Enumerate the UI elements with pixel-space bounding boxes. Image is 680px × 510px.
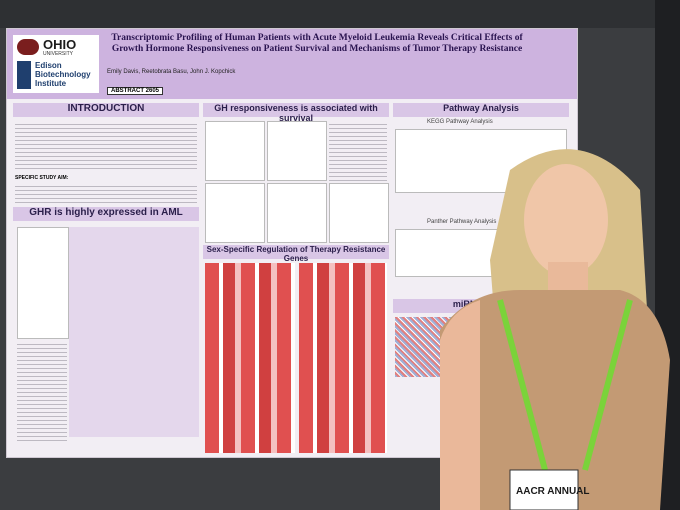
logo-name: OHIO (43, 37, 77, 52)
authors: Emily Davis, Reetobrata Basu, John J. Ko… (107, 69, 236, 75)
aim-label: SPECIFIC STUDY AIM: (15, 175, 69, 181)
heatmap-table (205, 263, 295, 453)
logo-seal (17, 39, 39, 55)
section-header: Sex-Specific Regulation of Therapy Resis… (203, 245, 389, 263)
logo-sub: UNIVERSITY (43, 51, 74, 57)
section-header: GHR is highly expressed in AML (13, 207, 199, 221)
abstract-number: ABSTRACT 2605 (107, 87, 164, 95)
figure (205, 121, 265, 181)
wall (0, 0, 680, 28)
section-header: GH responsiveness is associated with sur… (203, 103, 389, 123)
arm (440, 300, 480, 510)
figure (205, 183, 265, 243)
logo-mark (17, 61, 31, 89)
figure (267, 183, 327, 243)
badge-text: AACR ANNUAL (516, 486, 590, 497)
poster: OHIO UNIVERSITY Edison Biotechnology Ins… (6, 28, 578, 458)
logo-institute: Edison Biotechnology Institute (35, 61, 91, 88)
subheader: Panther Pathway Analysis (427, 219, 497, 225)
top (440, 290, 670, 510)
figure-caption (17, 341, 67, 441)
intro-text (15, 121, 197, 171)
figure (267, 121, 327, 181)
lanyard (497, 299, 633, 471)
section-header: Pathway Analysis (393, 103, 569, 117)
logo-box: OHIO UNIVERSITY Edison Biotechnology Ins… (13, 35, 99, 93)
figure (17, 227, 69, 339)
subheader: KEGG Pathway Analysis (427, 119, 493, 125)
figure-caption (329, 121, 387, 181)
section-header: INTRODUCTION (13, 103, 199, 117)
badge (509, 469, 579, 510)
aim-text (15, 183, 197, 203)
figure (329, 183, 389, 243)
heatmap-table (299, 263, 387, 453)
poster-title: Transcriptomic Profiling of Human Patien… (111, 33, 523, 54)
poster-header (7, 29, 577, 99)
face (524, 164, 608, 276)
table (69, 227, 199, 437)
